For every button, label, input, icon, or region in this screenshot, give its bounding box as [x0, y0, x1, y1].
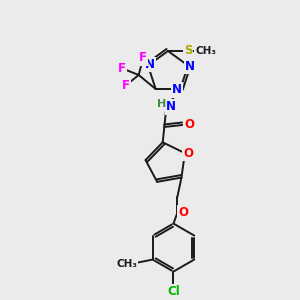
Text: F: F — [139, 52, 147, 64]
Text: N: N — [166, 100, 176, 113]
Text: CH₃: CH₃ — [196, 46, 217, 56]
Text: O: O — [183, 147, 193, 160]
Text: Cl: Cl — [167, 285, 180, 298]
Text: CH₃: CH₃ — [116, 259, 137, 269]
Text: O: O — [178, 206, 188, 219]
Text: F: F — [122, 80, 130, 92]
Text: H: H — [157, 99, 166, 109]
Text: S: S — [184, 44, 192, 58]
Text: N: N — [172, 83, 182, 97]
Text: N: N — [145, 58, 155, 71]
Text: N: N — [185, 60, 195, 73]
Text: O: O — [184, 118, 194, 131]
Text: F: F — [118, 62, 126, 76]
